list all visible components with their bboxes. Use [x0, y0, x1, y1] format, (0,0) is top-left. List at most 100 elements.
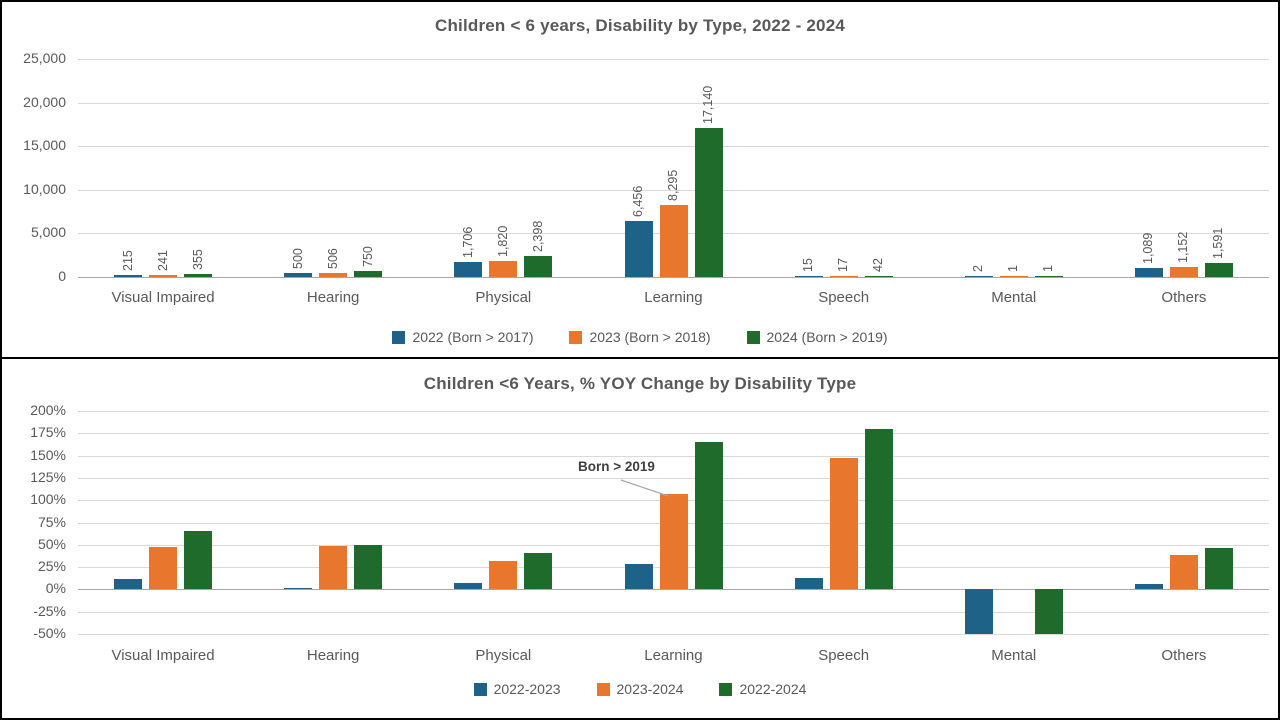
bar [489, 261, 518, 277]
y-tick-label: 5,000 [30, 224, 66, 241]
bar [454, 583, 483, 590]
bar [114, 275, 143, 277]
y-tick-label: 100% [30, 491, 66, 508]
y-tick-label: 75% [37, 513, 66, 530]
legend-item: 2022-2024 [719, 681, 806, 697]
category-label: Speech [818, 289, 870, 306]
category-label: Others [1161, 289, 1207, 306]
gridline [78, 433, 1269, 435]
legend-label: 2023-2024 [616, 681, 684, 697]
bar-value-label: 1 [1006, 264, 1021, 272]
bar [794, 577, 823, 590]
category-label: Hearing [306, 289, 360, 306]
bar [524, 256, 553, 277]
legend-label: 2023 (Born > 2018) [589, 329, 711, 345]
bar [659, 204, 688, 277]
legend-yoy: 2022-2023 2023-2024 2022-2024 [2, 681, 1278, 697]
bar-value-label: 6,456 [631, 185, 645, 217]
bar [1169, 555, 1198, 590]
legend-swatch [719, 682, 733, 696]
bar-value-label: 215 [120, 250, 135, 272]
bar [1034, 275, 1063, 277]
bar [319, 272, 348, 277]
bar [354, 544, 383, 590]
y-tick-label: 10,000 [23, 180, 66, 197]
legend-item: 2024 (Born > 2019) [746, 329, 888, 345]
bar-value-label: 17 [836, 257, 851, 272]
bar [1134, 584, 1163, 590]
bar [794, 275, 823, 277]
bar [354, 270, 383, 277]
bar-value-label: 1,089 [1141, 232, 1156, 264]
bar [319, 546, 348, 590]
bar [694, 441, 723, 590]
bar [184, 273, 213, 277]
bar [284, 272, 313, 277]
legend-label: 2022-2024 [739, 681, 807, 697]
gridline [78, 411, 1269, 412]
annotation-born-2019: Born > 2019 [578, 459, 655, 474]
y-tick-label: 50% [37, 535, 66, 552]
bar-value-label: 2,398 [530, 220, 545, 253]
category-label: Speech [818, 647, 870, 664]
bar-value-label: 8,295 [666, 169, 680, 201]
bar [1204, 263, 1233, 277]
bar [624, 220, 653, 277]
bar [114, 578, 143, 590]
y-tick-label: 15,000 [23, 137, 66, 154]
plot-area-counts: 0 5,000 10,000 15,000 20,000 25,000 Visual Imp… [2, 2, 1278, 357]
category-label: Learning [644, 289, 703, 306]
legend-swatch [569, 330, 583, 344]
bar [454, 262, 483, 277]
bar-value-label: 1 [1041, 264, 1056, 272]
y-tick-label: -25% [33, 602, 66, 619]
category-label: Visual Impaired [111, 289, 215, 306]
bar [1204, 548, 1233, 590]
gridline [78, 59, 1269, 60]
legend-item: 2023-2024 [596, 681, 684, 697]
y-tick-label: 200% [30, 402, 66, 418]
bar [1169, 267, 1198, 277]
y-tick-label: -50% [33, 625, 66, 641]
gridline [78, 455, 1269, 457]
bar [659, 494, 688, 590]
gridline [78, 189, 1269, 191]
legend-item: 2022-2023 [473, 681, 561, 697]
bar [524, 553, 553, 590]
gridline [78, 611, 1269, 613]
bar-value-label: 750 [360, 245, 375, 267]
category-label: Mental [991, 647, 1037, 664]
bar [864, 428, 893, 590]
category-label: Physical [475, 647, 532, 664]
x-axis-line [78, 277, 1269, 278]
category-label: Mental [991, 289, 1037, 306]
bar-value-label: 241 [155, 250, 170, 271]
legend-item: 2023 (Born > 2018) [569, 329, 711, 345]
bar [184, 531, 213, 590]
bar [964, 589, 993, 634]
bar [694, 127, 723, 277]
chart-title-yoy: Children <6 Years, % YOY Change by Disab… [423, 374, 857, 393]
y-tick-label: 0 [58, 268, 66, 284]
bar [999, 275, 1028, 277]
legend-swatch [473, 682, 487, 696]
legend-label: 2024 (Born > 2019) [766, 329, 888, 345]
gridline [78, 102, 1269, 104]
legend-label: 2022-2023 [493, 681, 561, 697]
category-label: Others [1161, 647, 1207, 664]
bar [149, 547, 178, 590]
category-label: Hearing [306, 647, 360, 664]
bar-value-label: 506 [325, 247, 340, 269]
gridline [78, 634, 1269, 635]
plot-area-yoy: -50% -25% 0% 25% 50% 75% 100% 125% 150% 175% 200% V… [2, 359, 1278, 718]
y-tick-label: 175% [30, 424, 66, 441]
bar [829, 275, 858, 277]
gridline [78, 146, 1269, 148]
bar [1034, 589, 1063, 634]
bar [489, 561, 518, 590]
legend-swatch [746, 330, 760, 344]
bar-value-label: 1,706 [460, 226, 475, 259]
bar [829, 458, 858, 590]
category-label: Learning [644, 647, 703, 664]
